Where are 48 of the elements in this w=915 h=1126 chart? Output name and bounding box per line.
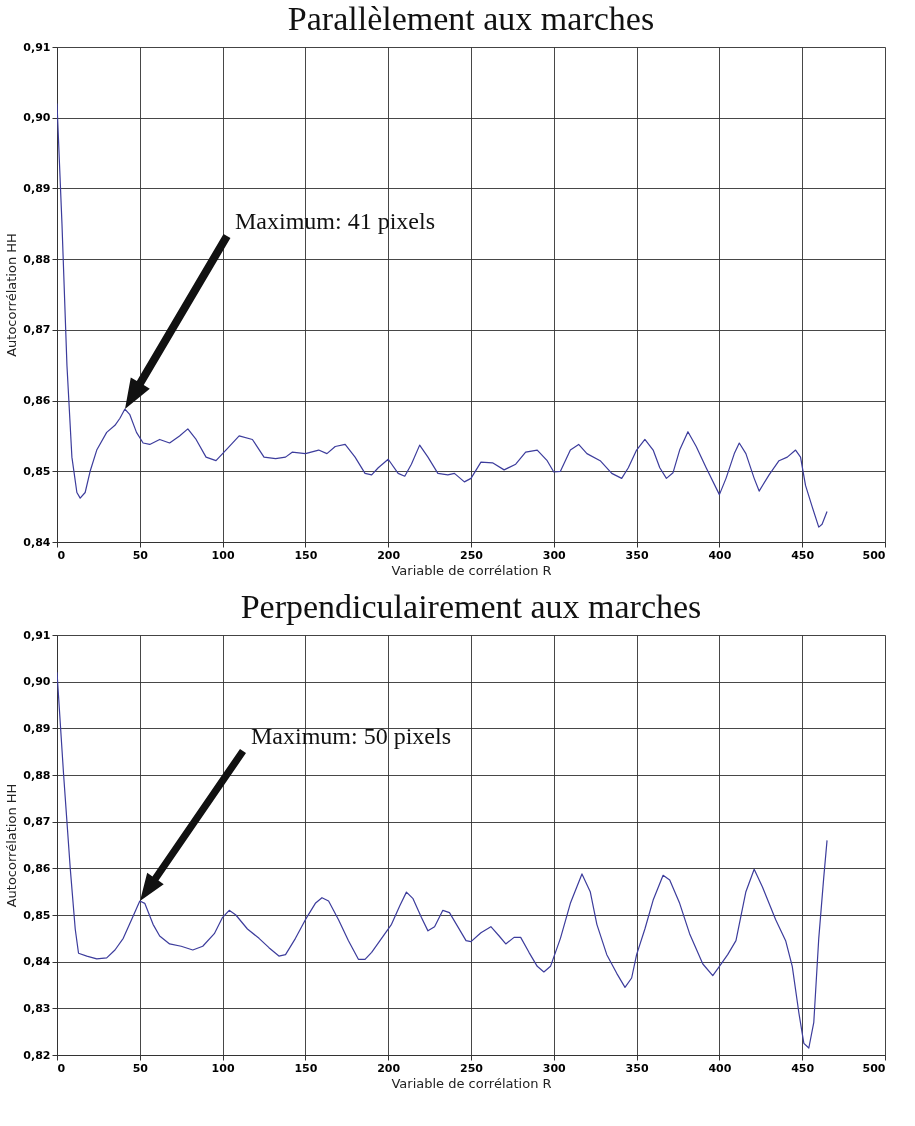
y-tick-label: 0,91 — [23, 628, 51, 642]
x-tick-label: 250 — [460, 1061, 484, 1075]
y-tick-label: 0,83 — [23, 1001, 51, 1015]
line-series — [57, 671, 828, 1049]
y-tick-label: 0,89 — [23, 721, 51, 735]
y-tick-label: 0,86 — [23, 394, 51, 408]
x-axis-title: Variable de corrélation R — [391, 562, 552, 578]
x-tick-label: 50 — [132, 548, 149, 562]
y-tick-label: 0,90 — [23, 111, 51, 125]
x-tick-label: 450 — [791, 548, 815, 562]
y-tick-label: 0,91 — [23, 40, 51, 54]
x-tick-label: 250 — [460, 548, 484, 562]
x-tick-label: 400 — [708, 1061, 732, 1075]
y-tick-label: 0,89 — [23, 181, 51, 195]
x-tick-label: 450 — [791, 1061, 815, 1075]
y-tick-label: 0,88 — [23, 252, 51, 266]
x-tick-label: 200 — [377, 548, 401, 562]
x-tick-label: 500 — [862, 548, 886, 562]
x-tick-label: 0 — [57, 1061, 66, 1075]
x-tick-label: 400 — [708, 548, 732, 562]
y-tick-label: 0,90 — [23, 675, 51, 689]
x-tick-label: 150 — [294, 1061, 318, 1075]
x-axis-title: Variable de corrélation R — [391, 1075, 552, 1091]
y-tick-label: 0,87 — [23, 815, 51, 829]
y-tick-label: 0,85 — [23, 908, 51, 922]
chart-title: Perpendiculairement aux marches — [240, 588, 702, 625]
y-tick-label: 0,86 — [23, 861, 51, 875]
x-tick-label: 200 — [377, 1061, 401, 1075]
x-tick-label: 350 — [625, 548, 649, 562]
x-tick-label: 300 — [542, 1061, 567, 1075]
x-tick-label: 500 — [862, 1061, 886, 1075]
x-tick-label: 350 — [625, 1061, 649, 1075]
y-axis-title: Autocorrélation HH — [4, 233, 20, 357]
x-tick-label: 0 — [57, 548, 66, 562]
x-tick-label: 100 — [211, 548, 235, 562]
y-tick-label: 0,88 — [23, 768, 51, 782]
line-series — [57, 102, 828, 528]
x-tick-label: 100 — [211, 1061, 235, 1075]
y-tick-label: 0,85 — [23, 464, 51, 478]
x-tick-label: 300 — [542, 548, 567, 562]
x-tick-label: 150 — [294, 548, 318, 562]
y-tick-label: 0,87 — [23, 323, 51, 337]
x-tick-label: 50 — [132, 1061, 149, 1075]
y-tick-label: 0,84 — [23, 955, 51, 969]
chart-title: Parallèlement aux marches — [287, 0, 655, 37]
y-tick-label: 0,82 — [23, 1048, 51, 1062]
y-tick-label: 0,84 — [23, 535, 51, 549]
y-axis-title: Autocorrélation HH — [4, 783, 20, 908]
